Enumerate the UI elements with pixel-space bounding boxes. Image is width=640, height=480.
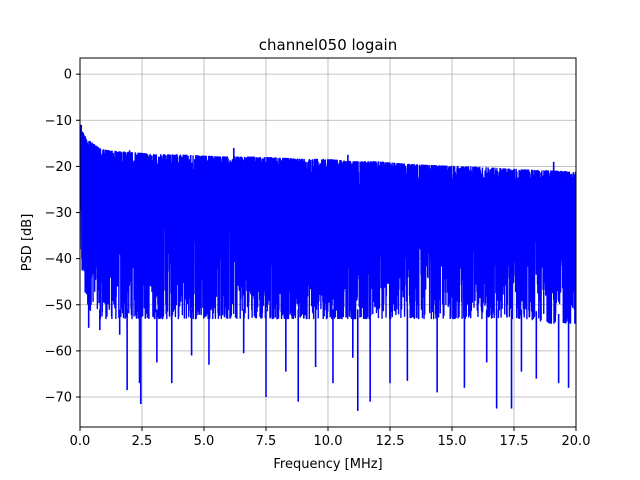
- x-tick-label: 12.5: [376, 434, 405, 449]
- psd-trace: [80, 128, 576, 324]
- x-tick-label: 15.0: [438, 434, 467, 449]
- x-ticks: 0.0 2.5 5.0 7.5 10.0 12.5 15.0 17.5 20.0: [70, 427, 591, 449]
- y-tick-label: −10: [45, 114, 72, 129]
- x-tick-label: 10.0: [314, 434, 343, 449]
- y-ticks: 0 −10 −20 −30 −40 −50 −60 −70: [45, 68, 80, 406]
- x-axis-label: Frequency [MHz]: [273, 457, 382, 472]
- y-tick-label: −30: [45, 206, 72, 221]
- y-tick-label: −40: [45, 252, 72, 267]
- y-axis-label: PSD [dB]: [20, 214, 35, 272]
- series-group: [80, 124, 576, 411]
- x-tick-label: 2.5: [132, 434, 153, 449]
- y-tick-label: −20: [45, 160, 72, 175]
- y-tick-label: 0: [64, 68, 72, 83]
- chart-title: channel050 logain: [259, 36, 398, 54]
- y-tick-label: −60: [45, 344, 72, 359]
- x-tick-label: 17.5: [500, 434, 529, 449]
- x-tick-label: 5.0: [194, 434, 215, 449]
- x-tick-label: 0.0: [70, 434, 91, 449]
- x-tick-label: 20.0: [562, 434, 591, 449]
- plot-area: [80, 124, 576, 411]
- x-tick-label: 7.5: [256, 434, 277, 449]
- y-tick-label: −50: [45, 298, 72, 313]
- y-tick-label: −70: [45, 391, 72, 406]
